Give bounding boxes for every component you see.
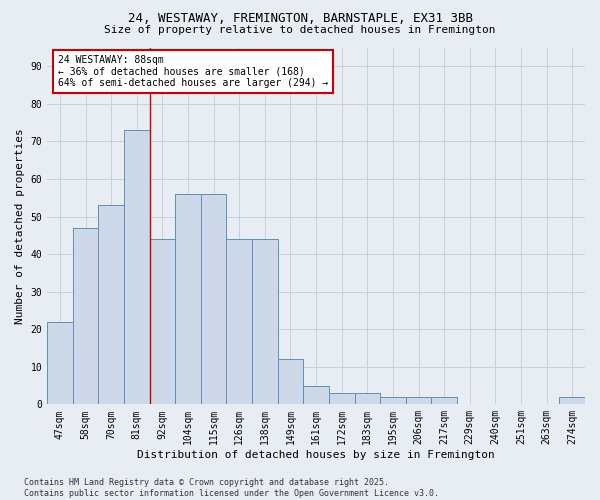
Y-axis label: Number of detached properties: Number of detached properties (15, 128, 25, 324)
Bar (431, 397, 457, 404)
Bar (201, 194, 226, 404)
Bar (355, 393, 380, 404)
Bar (252, 239, 278, 404)
Bar (98, 206, 124, 404)
Bar (406, 397, 431, 404)
Bar (278, 360, 303, 405)
Text: 24, WESTAWAY, FREMINGTON, BARNSTAPLE, EX31 3BB: 24, WESTAWAY, FREMINGTON, BARNSTAPLE, EX… (128, 12, 473, 26)
Bar (226, 239, 252, 404)
Bar (149, 239, 175, 404)
Bar (73, 228, 98, 404)
Bar (329, 393, 355, 404)
Text: Contains HM Land Registry data © Crown copyright and database right 2025.
Contai: Contains HM Land Registry data © Crown c… (24, 478, 439, 498)
Bar (380, 397, 406, 404)
Bar (303, 386, 329, 404)
Text: Size of property relative to detached houses in Fremington: Size of property relative to detached ho… (104, 25, 496, 35)
Bar (47, 322, 73, 404)
Bar (124, 130, 149, 404)
X-axis label: Distribution of detached houses by size in Fremington: Distribution of detached houses by size … (137, 450, 495, 460)
Text: 24 WESTAWAY: 88sqm
← 36% of detached houses are smaller (168)
64% of semi-detach: 24 WESTAWAY: 88sqm ← 36% of detached hou… (58, 54, 328, 88)
Bar (559, 397, 585, 404)
Bar (175, 194, 201, 404)
